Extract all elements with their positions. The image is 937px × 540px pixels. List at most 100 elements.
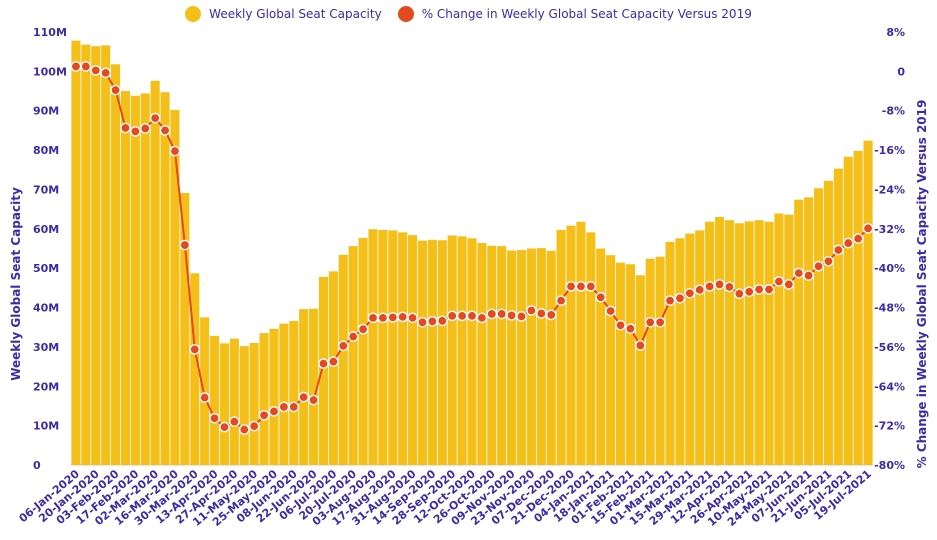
capacity-bar <box>437 240 447 465</box>
change-point <box>664 295 676 306</box>
legend-item-change[interactable]: % Change in Weekly Global Seat Capacity … <box>397 6 752 22</box>
capacity-bar <box>586 232 596 465</box>
change-point <box>763 284 775 295</box>
capacity-bar <box>823 180 833 465</box>
change-point <box>120 122 131 134</box>
capacity-bar <box>398 232 408 465</box>
capacity-bar <box>526 248 536 465</box>
capacity-bar <box>546 250 556 465</box>
capacity-bar <box>724 220 734 465</box>
capacity-bar <box>615 262 626 465</box>
change-point <box>179 239 191 251</box>
capacity-bar <box>477 242 487 465</box>
change-point <box>70 61 82 72</box>
change-point <box>278 401 290 413</box>
change-point <box>308 394 319 406</box>
change-point <box>724 281 735 293</box>
y-tick-label-left: 10M <box>33 420 59 433</box>
capacity-bar <box>596 248 606 465</box>
capacity-bar <box>774 213 784 465</box>
capacity-bar <box>744 221 754 465</box>
y-tick-label-left: 60M <box>33 223 59 236</box>
change-point <box>90 65 102 76</box>
change-point <box>139 123 151 134</box>
change-point <box>288 401 300 413</box>
y-tick-label-right: -32% <box>874 223 905 236</box>
y-tick-label-left: 90M <box>33 105 59 118</box>
capacity-bar <box>734 223 744 465</box>
capacity-bar <box>863 140 873 466</box>
y-tick-label-right: -56% <box>874 341 905 354</box>
change-point <box>773 276 785 287</box>
capacity-bar <box>348 246 358 465</box>
change-point <box>159 125 171 136</box>
change-point <box>635 340 646 351</box>
capacity-bar <box>318 276 329 465</box>
change-point <box>130 126 141 137</box>
change-point <box>427 316 438 327</box>
change-point <box>783 279 795 290</box>
y-tick-label-left: 80M <box>33 144 59 157</box>
capacity-bar <box>695 230 705 465</box>
capacity-bar <box>130 95 140 465</box>
legend-label-capacity: Weekly Global Seat Capacity <box>209 7 382 21</box>
change-point <box>704 281 715 292</box>
capacity-bar <box>764 221 774 465</box>
change-point <box>852 233 864 244</box>
capacity-bar <box>794 199 804 465</box>
legend-item-capacity[interactable]: Weekly Global Seat Capacity <box>185 6 382 22</box>
capacity-bar <box>81 44 91 465</box>
change-point <box>328 356 339 367</box>
change-point <box>407 312 418 324</box>
change-point <box>417 317 428 328</box>
legend: Weekly Global Seat Capacity % Change in … <box>0 4 937 24</box>
change-point <box>823 255 834 267</box>
change-point <box>575 281 587 292</box>
capacity-bar <box>417 240 428 465</box>
y-tick-label-left: 0 <box>33 459 41 472</box>
capacity-bar <box>289 320 299 465</box>
change-point <box>506 310 517 321</box>
y-tick-label-left: 110M <box>33 26 67 39</box>
capacity-bar <box>111 64 121 465</box>
y-tick-label-left: 30M <box>33 341 59 354</box>
change-point <box>833 244 844 256</box>
y-tick-label-left: 100M <box>33 65 67 78</box>
change-point <box>536 308 547 319</box>
y-tick-label-left: 20M <box>33 380 59 393</box>
capacity-bar <box>833 168 843 466</box>
capacity-bar <box>645 258 655 465</box>
change-point <box>674 292 686 304</box>
change-point <box>753 284 765 295</box>
capacity-bar <box>457 236 467 465</box>
capacity-bar <box>259 333 269 465</box>
change-point <box>714 279 725 290</box>
capacity-bar <box>239 346 249 465</box>
change-point <box>565 281 577 292</box>
capacity-bar <box>170 109 180 465</box>
capacity-bar <box>705 221 715 465</box>
change-point <box>367 312 379 324</box>
change-point <box>149 112 161 124</box>
change-point <box>486 308 498 320</box>
y-tick-label-right: -80% <box>874 459 905 472</box>
change-point <box>337 340 349 352</box>
change-point <box>605 305 616 317</box>
capacity-bar <box>378 229 388 465</box>
capacity-bar <box>358 237 368 465</box>
capacity-bar <box>516 250 527 465</box>
capacity-bar <box>655 256 665 465</box>
capacity-bar <box>408 235 418 465</box>
change-point <box>377 312 389 324</box>
capacity-bar <box>754 220 764 465</box>
capacity-bar <box>91 46 101 466</box>
capacity-bar <box>180 192 190 466</box>
change-point <box>189 344 201 355</box>
capacity-bar <box>299 309 309 465</box>
y-tick-label-right: -24% <box>874 183 905 196</box>
capacity-bar <box>388 230 398 465</box>
change-point <box>318 358 329 369</box>
change-point <box>526 305 537 316</box>
capacity-bar <box>714 217 725 465</box>
